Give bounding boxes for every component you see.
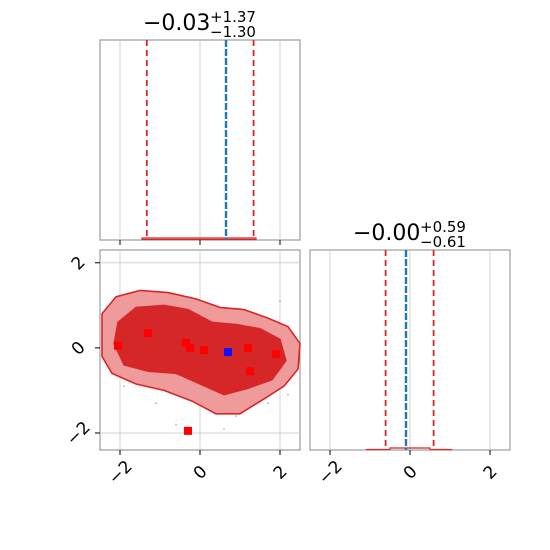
x-tick-label-1: 0 <box>190 462 212 484</box>
y-tick-label-2: 2 <box>68 253 90 275</box>
sample-dot-13 <box>175 423 177 426</box>
marker-red-8 <box>244 343 252 352</box>
marker-red-2 <box>182 338 190 347</box>
marker-red-3 <box>186 343 194 352</box>
panel-top-left-marks <box>141 40 257 241</box>
panel-top-left-grid <box>119 40 281 245</box>
marker-red-7 <box>272 350 280 359</box>
panel-top-left-title-lower: −1.30 <box>210 23 256 41</box>
y-tick-label-0: −2 <box>63 418 95 450</box>
sample-dot-11 <box>267 402 269 405</box>
sample-dot-8 <box>155 402 157 405</box>
panel-bottom-right-title-lower: −0.61 <box>420 233 466 251</box>
marker-blue-5 <box>224 348 232 357</box>
panel-bottom-right-histogram: −2 0 2 −0.00 +0.59 −0.61 <box>309 218 511 489</box>
panel-bottom-right-marks <box>366 250 452 451</box>
marker-red-0 <box>144 328 152 337</box>
sample-dot-12 <box>287 393 289 396</box>
x-tick-label-2: 2 <box>270 462 292 484</box>
panel-bottom-right-title-median: −0.00 <box>353 221 420 246</box>
panel-bottom-right-grid <box>329 250 491 455</box>
marker-red-9 <box>184 426 192 435</box>
sample-dot-10 <box>235 414 237 417</box>
sample-dot-15 <box>279 300 281 303</box>
panel-bottom-left-contour: −2 0 2 −2 0 2 <box>63 249 301 489</box>
panel-bottom-left-points <box>114 328 280 435</box>
panel-bottom-right-tick-labels: −2 0 2 <box>315 457 502 489</box>
x-tick-label-0: −2 <box>315 457 347 489</box>
x-tick-label-2: 2 <box>480 462 502 484</box>
x-tick-label-1: 0 <box>400 462 422 484</box>
panel-top-left-histogram: −0.03 +1.37 −1.30 <box>99 8 301 245</box>
hist-step <box>366 447 452 451</box>
hist-step <box>141 237 257 241</box>
panel-bottom-right-title-upper: +0.59 <box>420 218 466 236</box>
marker-red-6 <box>246 367 254 376</box>
marker-red-4 <box>200 346 208 354</box>
x-tick-label-0: −2 <box>105 457 137 489</box>
panel-top-left-title-median: −0.03 <box>143 11 210 36</box>
sample-dot-7 <box>123 385 125 388</box>
marker-red-1 <box>114 341 122 350</box>
sample-dot-14 <box>223 427 225 430</box>
panel-top-left-title-upper: +1.37 <box>210 8 256 26</box>
y-tick-label-1: 0 <box>68 338 90 360</box>
